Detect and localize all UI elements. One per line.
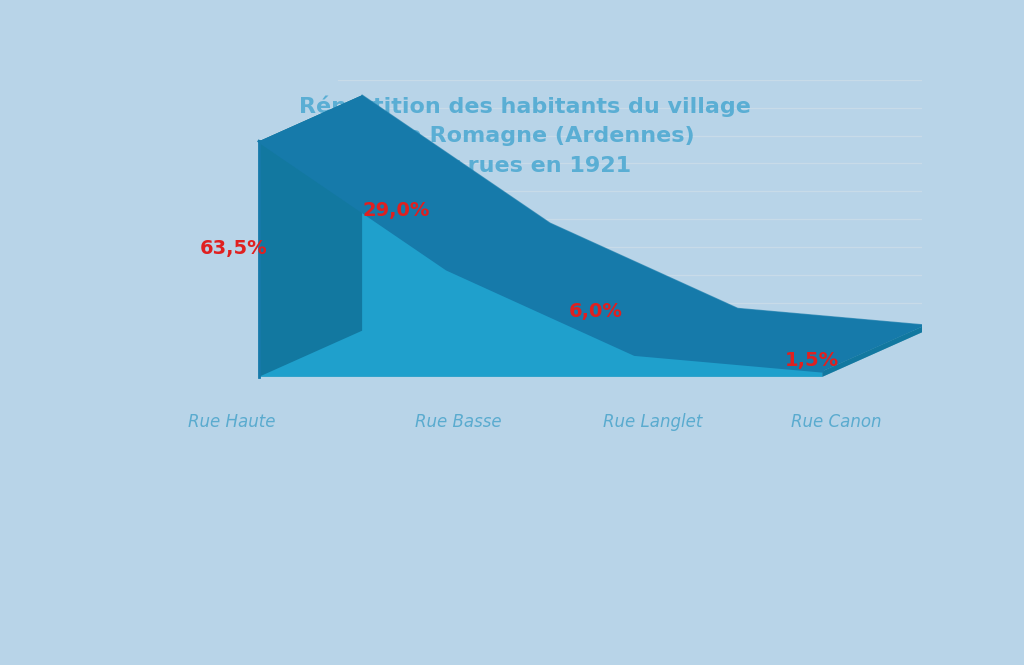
- Polygon shape: [362, 95, 926, 331]
- Text: Rue Basse: Rue Basse: [415, 412, 502, 431]
- Text: Rue Canon: Rue Canon: [791, 412, 882, 431]
- Polygon shape: [259, 95, 926, 371]
- Text: Rue Haute: Rue Haute: [187, 412, 275, 431]
- Text: Rue Langlet: Rue Langlet: [603, 412, 702, 431]
- Polygon shape: [259, 141, 822, 377]
- Text: Répartition des habitants du village
de La Romagne (Ardennes)
par rues en 1921: Répartition des habitants du village de …: [299, 95, 751, 176]
- Polygon shape: [259, 331, 926, 377]
- Polygon shape: [822, 325, 926, 377]
- Text: 1,5%: 1,5%: [784, 351, 839, 370]
- Polygon shape: [259, 95, 362, 377]
- Text: 63,5%: 63,5%: [200, 239, 267, 258]
- Text: 29,0%: 29,0%: [362, 201, 430, 220]
- Text: 6,0%: 6,0%: [569, 303, 623, 321]
